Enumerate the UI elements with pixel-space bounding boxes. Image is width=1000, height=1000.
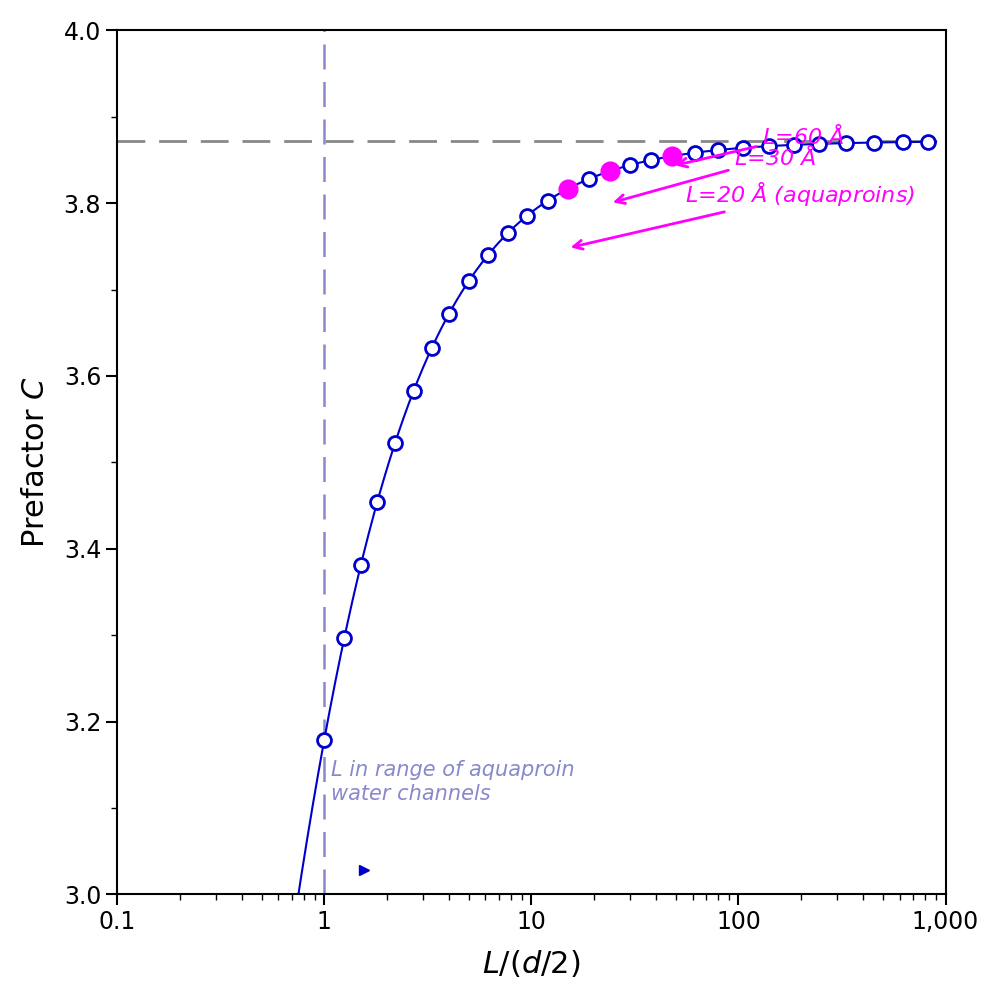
Text: $L$=60 Å: $L$=60 Å [678, 124, 844, 167]
Y-axis label: Prefactor $C$: Prefactor $C$ [21, 376, 50, 548]
Text: L in range of aquaproin
water channels: L in range of aquaproin water channels [331, 760, 575, 804]
Text: $L$=20 Å (aquaproins): $L$=20 Å (aquaproins) [574, 180, 915, 249]
Text: $L$=30 Å: $L$=30 Å [616, 145, 816, 203]
X-axis label: $L/(d/2)$: $L/(d/2)$ [482, 948, 581, 979]
